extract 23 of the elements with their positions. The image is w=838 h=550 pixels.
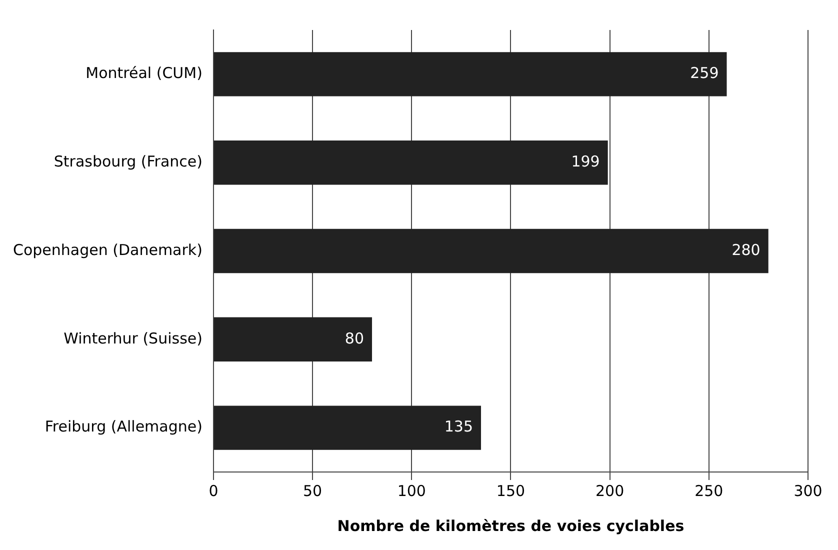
- x-axis-title: Nombre de kilomètres de voies cyclables: [337, 516, 684, 535]
- data-label: 280: [732, 240, 760, 259]
- x-tick-label: 100: [397, 482, 426, 500]
- y-tick-label: Copenhagen (Danemark): [12, 240, 202, 259]
- y-tick-label: Winterhur (Suisse): [64, 329, 202, 348]
- data-label: 80: [344, 329, 364, 348]
- x-tick-label: 250: [694, 482, 724, 500]
- bar: [214, 317, 372, 362]
- bar: [214, 228, 768, 274]
- data-label: 135: [444, 418, 474, 436]
- y-tick-label: Strasbourg (France): [54, 152, 202, 170]
- x-tick-label: 300: [794, 482, 822, 500]
- bar: [214, 406, 482, 450]
- x-tick-label: 50: [303, 482, 322, 500]
- y-tick-label: Montréal (CUM): [86, 64, 202, 82]
- bar: [214, 52, 727, 96]
- bar: [214, 140, 608, 185]
- y-tick-label: Freiburg (Allemagne): [44, 418, 202, 436]
- data-label: 199: [571, 152, 600, 170]
- data-label: 259: [690, 64, 719, 82]
- x-tick-label: 150: [496, 482, 526, 500]
- x-tick-label: 0: [208, 482, 218, 500]
- x-tick-label: 200: [596, 482, 624, 500]
